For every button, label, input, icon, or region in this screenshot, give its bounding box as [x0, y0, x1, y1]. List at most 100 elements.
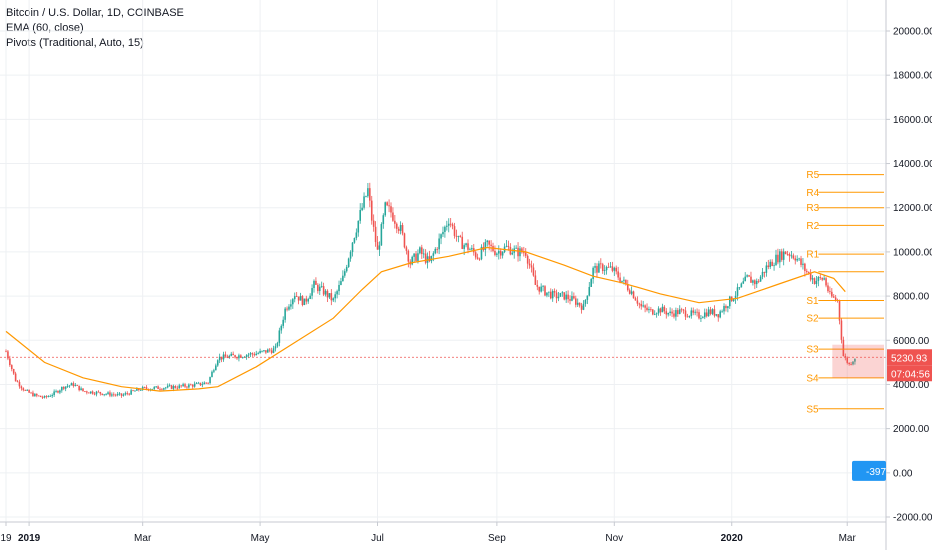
candle-body	[307, 298, 310, 302]
candle-body	[265, 350, 267, 353]
candle-body	[317, 284, 319, 292]
candle-body	[37, 395, 40, 397]
candle-body	[692, 310, 695, 313]
candle-body	[842, 339, 845, 357]
candle-body	[578, 302, 581, 306]
candle-body	[702, 317, 704, 319]
candle-body	[625, 279, 627, 285]
time-axis[interactable]: 19 2019 Mar May Jul Sep Nov 2020 Mar	[0, 521, 886, 544]
candle-body	[698, 312, 700, 319]
last-price-label: 5230.93	[891, 353, 928, 364]
time-tick-label: 19	[0, 533, 12, 544]
candle-body	[20, 386, 23, 389]
candle-body	[530, 265, 533, 268]
price-tick-label: 20000.00	[893, 27, 932, 38]
candle-body	[648, 309, 650, 311]
candle-body	[467, 243, 469, 250]
candle-body	[361, 207, 363, 211]
candle-body	[105, 393, 107, 395]
candle-body	[128, 393, 130, 395]
candle-body	[469, 249, 471, 251]
candle-body	[854, 358, 856, 362]
candle-body	[709, 309, 712, 314]
pivot-label-r5: R5	[806, 170, 819, 181]
candle-body	[39, 395, 42, 398]
last-price-badge	[887, 349, 932, 366]
candle-body	[773, 265, 775, 267]
price-axis[interactable]: 20000.00 18000.00 16000.00 14000.00 12000.00…	[885, 0, 932, 550]
candle-body	[632, 291, 635, 299]
candle-body	[782, 251, 785, 260]
candle-body	[211, 371, 213, 378]
candle-body	[563, 292, 566, 300]
candle-body	[675, 310, 677, 317]
ema-line	[5, 246, 846, 392]
candle-body	[397, 228, 400, 231]
pivot-label-s3: S3	[806, 345, 819, 356]
candle-body	[636, 300, 639, 304]
candle-body	[729, 296, 731, 307]
candle-body	[505, 245, 508, 247]
candle-body	[26, 390, 28, 391]
pivot-label-s4: S4	[806, 373, 819, 384]
candle-body	[486, 240, 489, 243]
candle-body	[369, 188, 371, 201]
symbol-title[interactable]: Bitcoin / U.S. Dollar, 1D, COINBASE	[6, 7, 184, 19]
candle-body	[280, 325, 283, 331]
candle-body	[22, 388, 25, 391]
price-tick-label: 14000.00	[893, 159, 932, 170]
candle-body	[684, 310, 687, 317]
candle-body	[823, 278, 825, 280]
candle-body	[390, 206, 392, 213]
candle-body	[746, 275, 748, 277]
candle-body	[461, 236, 464, 249]
price-tick-label: 18000.00	[893, 71, 932, 82]
candle-body	[603, 270, 606, 271]
candle-body	[434, 248, 437, 254]
candle-body	[297, 296, 300, 301]
candle-body	[249, 353, 252, 355]
candle-body	[134, 390, 136, 392]
candle-body	[811, 278, 814, 280]
candle-body	[840, 320, 843, 340]
candle-body	[207, 382, 209, 384]
candle-body	[677, 310, 679, 314]
candle-body	[188, 384, 190, 388]
candle-body	[70, 383, 73, 386]
candle-body	[682, 309, 685, 311]
candle-body	[515, 247, 517, 249]
candle-body	[424, 253, 427, 263]
candle-body	[655, 313, 658, 315]
candle-body	[215, 365, 217, 371]
candle-body	[755, 280, 758, 285]
candle-body	[259, 350, 261, 354]
candle-body	[499, 250, 502, 256]
candle-body	[74, 385, 77, 386]
candle-body	[203, 382, 206, 385]
candle-body	[478, 258, 481, 260]
candle-body	[238, 355, 240, 359]
pivots-indicator-label[interactable]: Pivots (Traditional, Auto, 15)	[6, 37, 144, 49]
candle-body	[374, 226, 377, 243]
candle-body	[82, 388, 84, 392]
candle-body	[288, 306, 290, 310]
candle-body	[30, 392, 32, 394]
candle-body	[761, 271, 764, 277]
candle-body	[392, 212, 394, 221]
candle-body	[99, 391, 102, 394]
pivot-label-s5: S5	[806, 404, 819, 415]
candle-body	[484, 242, 487, 250]
candle-body	[193, 383, 196, 387]
candle-body	[328, 293, 331, 298]
candle-body	[850, 364, 852, 365]
candle-body	[178, 385, 181, 389]
candle-body	[707, 309, 710, 317]
candle-body	[715, 314, 718, 316]
candle-body	[47, 396, 50, 397]
candle-body	[557, 296, 560, 299]
candle-body	[800, 258, 802, 265]
candle-body	[155, 386, 157, 388]
candle-body	[775, 254, 777, 266]
candle-body	[342, 275, 344, 282]
